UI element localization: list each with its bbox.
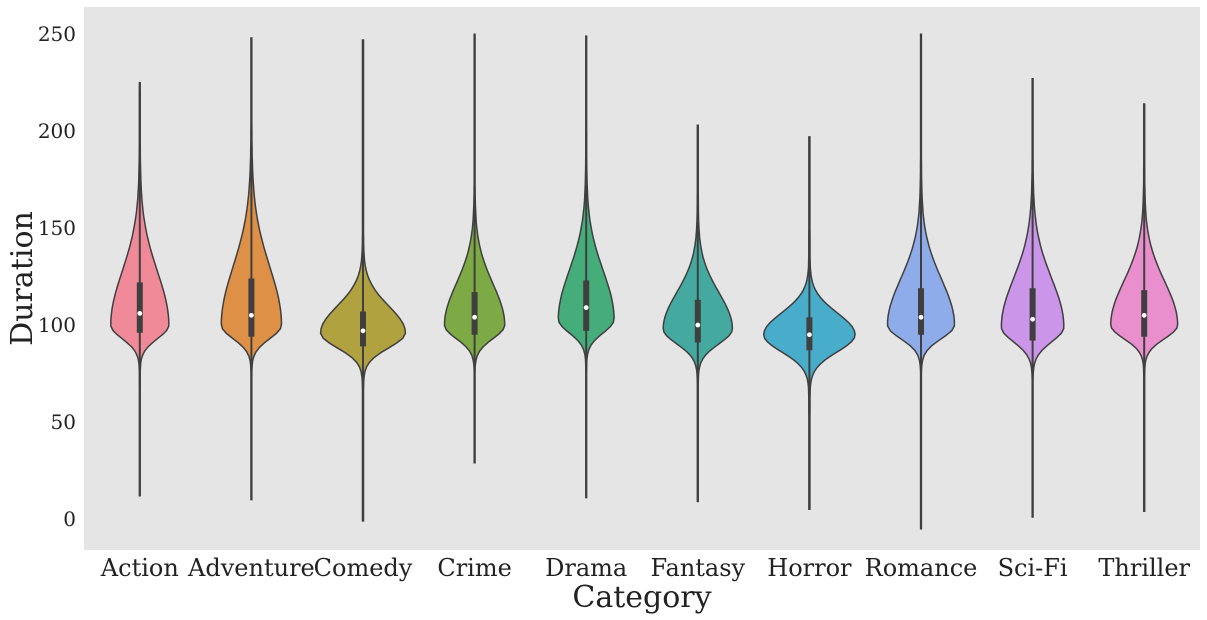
violin-median-point bbox=[1030, 316, 1035, 322]
violins bbox=[110, 33, 1179, 530]
violin-median-point bbox=[137, 311, 143, 316]
violin-median-point bbox=[807, 332, 812, 338]
y-axis-label: Duration bbox=[5, 211, 40, 346]
y-tick-label: 200 bbox=[38, 119, 76, 143]
x-tick-label: Sci-Fi bbox=[998, 554, 1068, 582]
violin-median-point bbox=[695, 322, 701, 328]
x-tick-label: Crime bbox=[437, 554, 511, 582]
violin-median-point bbox=[1141, 312, 1147, 318]
violin-median-point bbox=[360, 328, 366, 334]
x-axis-label: Category bbox=[572, 580, 711, 615]
y-tick-label: 250 bbox=[38, 22, 76, 46]
violin-iqr-box bbox=[694, 299, 701, 343]
x-tick-label: Fantasy bbox=[650, 554, 745, 582]
y-tick-label: 150 bbox=[38, 216, 76, 240]
violin-iqr-box bbox=[136, 282, 143, 333]
x-tick-label: Thriller bbox=[1098, 554, 1190, 582]
x-tick-label: Adventure bbox=[187, 554, 315, 582]
y-tick-label: 50 bbox=[51, 410, 76, 434]
x-tick-label: Drama bbox=[545, 554, 627, 582]
y-tick-label: 100 bbox=[38, 313, 76, 337]
violin-iqr-box bbox=[471, 292, 478, 335]
x-tick-label: Action bbox=[100, 554, 179, 582]
x-tick-label: Romance bbox=[865, 554, 978, 582]
violin-iqr-box bbox=[248, 278, 255, 337]
x-tick-label: Horror bbox=[767, 554, 852, 582]
violin-median-point bbox=[472, 314, 477, 320]
violin-iqr-box bbox=[918, 288, 924, 335]
y-axis-ticks: 0 50 100 150 200 250 bbox=[38, 22, 76, 531]
x-tick-label: Comedy bbox=[314, 554, 413, 582]
violin-median-point bbox=[918, 314, 924, 320]
violin-median-point bbox=[583, 305, 589, 310]
y-tick-label: 0 bbox=[63, 507, 76, 531]
violin-iqr-box bbox=[1029, 288, 1036, 341]
violin-median-point bbox=[249, 312, 254, 318]
